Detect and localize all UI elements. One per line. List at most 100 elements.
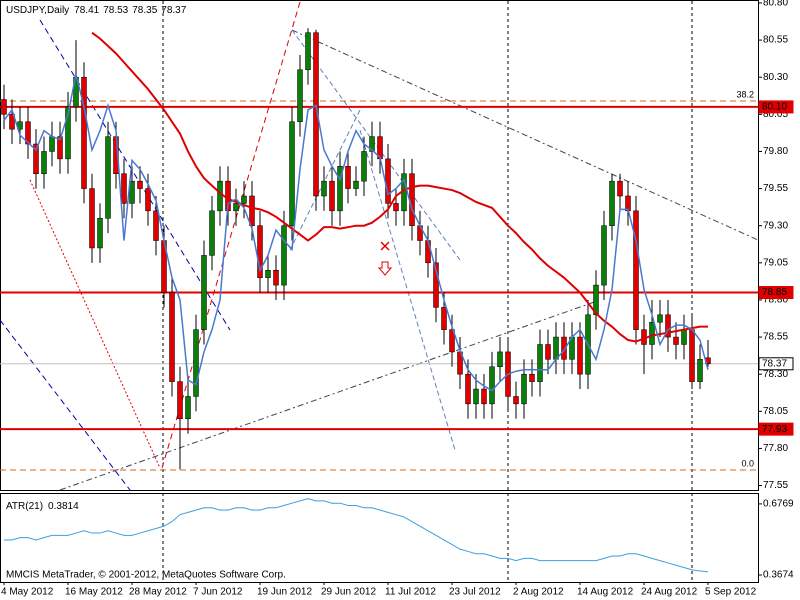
candle-body — [521, 373, 527, 405]
y-tick-label: 78.30 — [763, 369, 788, 380]
y-tick-label: 0.6769 — [763, 499, 794, 510]
candle-body — [89, 188, 95, 249]
open: 78.41 — [74, 5, 99, 16]
candle-body — [689, 329, 695, 382]
trendline — [161, 1, 301, 469]
candle-body — [265, 269, 271, 278]
candle-body — [473, 388, 479, 405]
candle-body — [593, 284, 599, 316]
x-tick-label: 23 Jul 2012 — [449, 587, 501, 598]
y-tick-label: 78.05 — [763, 406, 788, 417]
candle-body — [217, 180, 223, 212]
trendlines — [0, 1, 759, 491]
candle-body — [185, 396, 191, 419]
candle-body — [497, 351, 503, 368]
candle-body — [289, 121, 295, 226]
y-tick-label: 80.55 — [763, 35, 788, 46]
candle-body — [1, 99, 7, 115]
candle-body — [241, 195, 247, 204]
y-tick-label: 0.3674 — [763, 570, 794, 581]
candle-body — [81, 76, 87, 189]
candle-body — [281, 225, 287, 286]
candle-body — [545, 344, 551, 360]
candle-body — [177, 381, 183, 419]
level-box — [758, 286, 794, 300]
x-tick-label: 19 Jun 2012 — [257, 587, 312, 598]
level-box — [758, 357, 794, 371]
candle-body — [57, 136, 63, 160]
x-tick-label: 28 May 2012 — [129, 587, 187, 598]
candle-body — [97, 218, 103, 249]
candle-body — [41, 151, 47, 174]
atr-panel — [0, 493, 759, 583]
candle-body — [657, 314, 663, 323]
y-tick-label: 78.80 — [763, 295, 788, 306]
x-tick-label: 16 May 2012 — [65, 587, 123, 598]
trendline — [29, 179, 161, 469]
candle-body — [577, 336, 583, 375]
x-tick-label: 29 Jun 2012 — [321, 587, 376, 598]
level-label: 80.10 — [762, 102, 787, 113]
y-tick-label: 79.55 — [763, 183, 788, 194]
candle-body — [553, 336, 559, 360]
symbol: USDJPY,Daily — [6, 5, 69, 16]
candle-body — [537, 344, 543, 382]
candle-body — [313, 32, 319, 197]
candle-body — [697, 359, 703, 382]
candle-body — [673, 336, 679, 345]
candle-body — [193, 329, 199, 397]
candle-body — [353, 180, 359, 189]
candle-body — [609, 180, 615, 226]
y-tick-label: 79.80 — [763, 146, 788, 157]
candle-body — [169, 292, 175, 382]
trendline — [0, 319, 131, 491]
trendline — [289, 109, 361, 251]
cross — [380, 241, 390, 251]
x-tick-label: 4 May 2012 — [1, 587, 54, 598]
candle-body — [49, 136, 55, 152]
candle-body — [33, 143, 39, 174]
level-label: 78.85 — [762, 287, 787, 298]
candle-body — [297, 69, 303, 123]
candle-body — [441, 307, 447, 330]
candle-body — [369, 136, 375, 152]
candle-body — [305, 32, 311, 71]
trendline — [59, 299, 601, 491]
candle-body — [409, 173, 415, 226]
low: 78.35 — [132, 5, 157, 16]
x-tick-label: 24 Aug 2012 — [641, 587, 698, 598]
y-tick-label: 78.55 — [763, 332, 788, 343]
chart-header: USDJPY,Daily 78.41 78.53 78.35 78.37 — [6, 5, 187, 16]
candle-body — [337, 166, 343, 212]
candle-body — [25, 121, 31, 145]
main-panel — [0, 0, 759, 491]
candle-body — [329, 180, 335, 212]
candle-body — [489, 366, 495, 405]
candle-body — [201, 255, 207, 330]
candle-body — [121, 173, 127, 204]
y-tick-label: 77.80 — [763, 443, 788, 454]
indicator-line — [3, 74, 709, 392]
candle-body — [665, 314, 671, 338]
candle-body — [649, 321, 655, 345]
fib-label: 38.2 — [736, 89, 754, 99]
trendline — [39, 19, 231, 331]
candle-body — [513, 396, 519, 405]
level-box — [758, 422, 794, 436]
candle-body — [153, 210, 159, 241]
candle-body — [465, 373, 471, 405]
candle-body — [433, 262, 439, 308]
y-tick-label: 80.80 — [763, 0, 788, 9]
y-tick-label: 80.30 — [763, 72, 788, 83]
candle-body — [249, 195, 255, 226]
x-tick-label: 7 Jun 2012 — [193, 587, 243, 598]
atr-header: ATR(21) 0.3814 — [6, 501, 79, 512]
candle-body — [137, 180, 143, 189]
candle-body — [361, 151, 367, 182]
trendline — [291, 29, 759, 241]
x-tick-label: 2 Aug 2012 — [513, 587, 564, 598]
candle-body — [425, 240, 431, 264]
candle-body — [209, 210, 215, 256]
candle-body — [9, 114, 15, 130]
